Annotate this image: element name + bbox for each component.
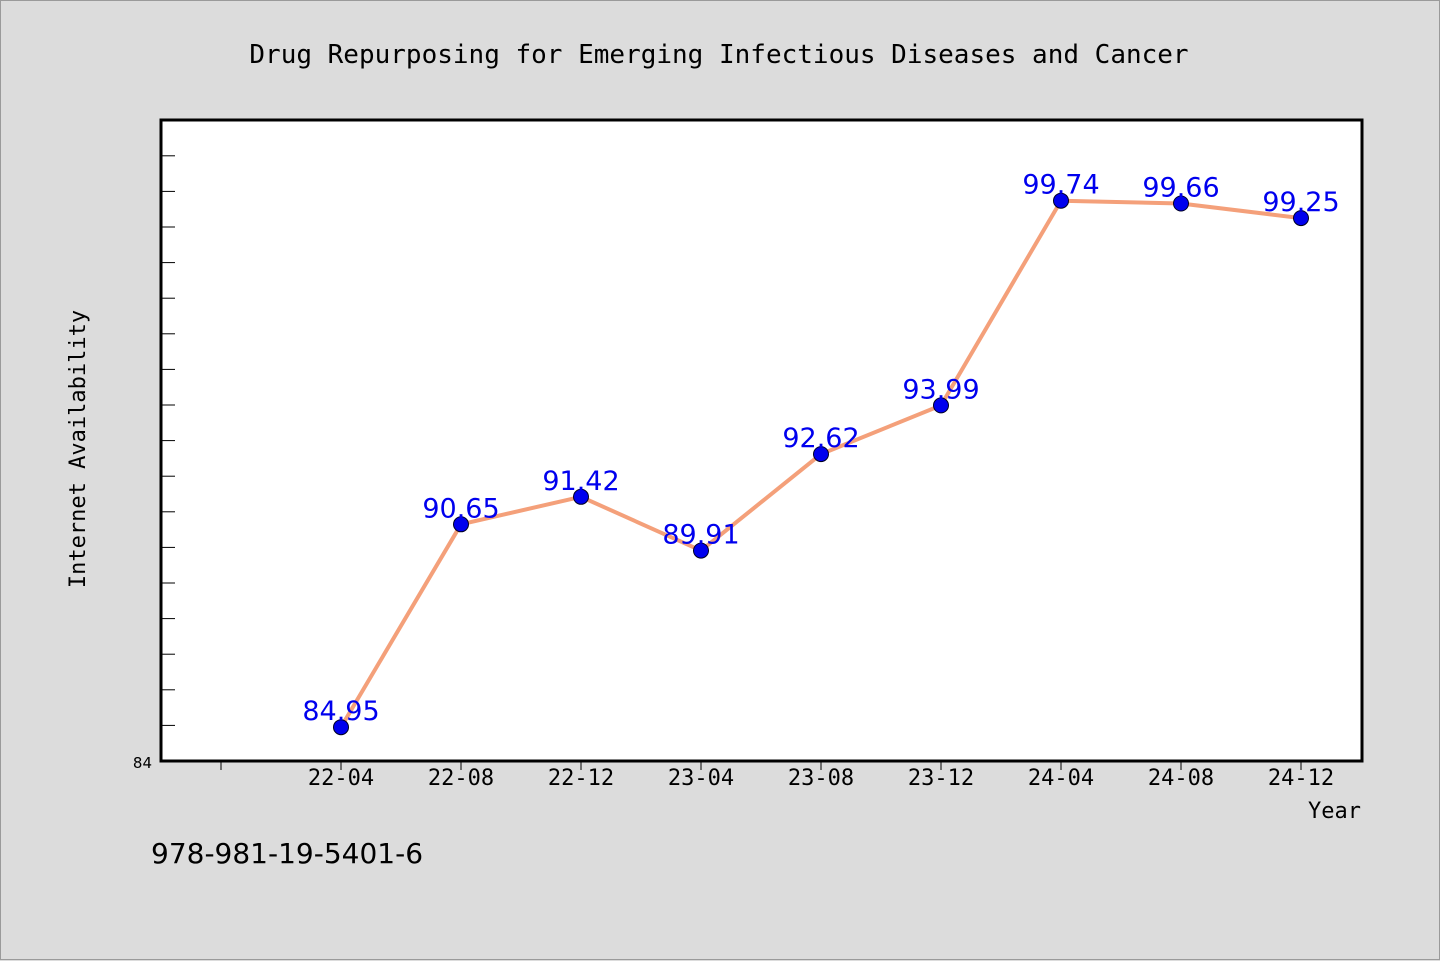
- x-tick-label: 23-08: [788, 766, 854, 791]
- x-axis-tick-labels: 22-04 22-08 22-12 23-04 23-08 23-12 24-04 24-08…: [308, 766, 1334, 791]
- x-axis-ticks: [220, 761, 1302, 770]
- x-axis-label: Year: [1308, 799, 1361, 824]
- data-label: 84.95: [302, 696, 379, 727]
- series-markers: [333, 192, 1309, 736]
- y-tick-label: 84: [133, 754, 152, 772]
- data-label: 92.62: [782, 423, 859, 454]
- data-point: [1293, 210, 1309, 227]
- x-tick-label: 22-04: [308, 766, 374, 791]
- data-label: 99.66: [1142, 173, 1219, 204]
- data-point: [333, 719, 349, 736]
- data-label: 93.99: [902, 374, 979, 405]
- x-tick-label: 22-12: [548, 766, 614, 791]
- x-tick-label: 22-08: [428, 766, 494, 791]
- x-tick-label: 24-04: [1028, 766, 1094, 791]
- plot-area: [159, 118, 1364, 763]
- data-label: 99.25: [1262, 187, 1339, 218]
- data-point: [573, 488, 589, 505]
- data-point: [453, 516, 469, 533]
- y-axis-label: Internet Availability: [66, 310, 91, 588]
- y-axis-ticks: [161, 155, 175, 726]
- data-label: 89.91: [662, 520, 739, 551]
- data-point: [1053, 192, 1069, 209]
- x-tick-label: 23-04: [668, 766, 734, 791]
- data-labels: 84.95 90.65 91.42 89.91 92.62 93.99 99.74 99.66…: [302, 170, 1339, 728]
- data-label: 91.42: [542, 466, 619, 497]
- x-tick-label: 23-12: [908, 766, 974, 791]
- isbn-text: 978-981-19-5401-6: [151, 837, 423, 870]
- data-label: 99.74: [1022, 170, 1099, 201]
- chart-title: Drug Repurposing for Emerging Infectious…: [249, 40, 1188, 70]
- data-label: 90.65: [422, 493, 499, 524]
- data-point: [1173, 195, 1189, 212]
- data-point: [693, 542, 709, 559]
- data-point: [813, 446, 829, 463]
- data-point: [933, 397, 949, 414]
- x-tick-label: 24-08: [1148, 766, 1214, 791]
- x-tick-label: 24-12: [1268, 766, 1334, 791]
